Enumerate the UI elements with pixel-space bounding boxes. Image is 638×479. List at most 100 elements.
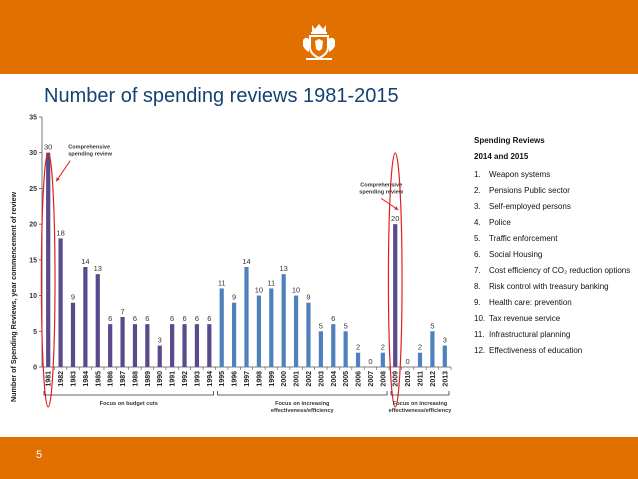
bar [194, 324, 200, 367]
legend-item-number: 2. [474, 186, 481, 195]
x-tick-label: 2002 [306, 371, 313, 387]
x-tick-label: 1995 [219, 371, 226, 387]
period-bracket [43, 391, 214, 396]
period-bracket [390, 391, 450, 396]
x-tick-label: 2006 [356, 371, 363, 387]
top-brand-bar [0, 0, 638, 74]
legend-item: 6. Social Housing [474, 247, 634, 263]
x-tick-label: 1996 [232, 371, 239, 387]
bar-value-label: 13 [94, 264, 102, 273]
x-tick-label: 2004 [331, 371, 338, 387]
bar [430, 331, 435, 367]
legend-item-text: Health care: prevention [489, 298, 572, 307]
bar [417, 352, 423, 367]
x-tick-label: 1984 [83, 371, 90, 387]
legend-heading: Spending Reviews [474, 136, 545, 145]
legend-item-number: 10. [474, 314, 486, 323]
period-label: effectiveness/efficiency [271, 408, 335, 414]
period-label: Focus on increasing [393, 401, 448, 407]
legend-item-number: 11. [474, 330, 485, 339]
y-tick-label: 30 [29, 150, 37, 157]
x-tick-label: 1982 [58, 371, 65, 387]
bar-value-label: 3 [158, 336, 162, 345]
legend-list: 1. Weapon systems 2. Pensions Public sector… [474, 167, 634, 359]
y-tick-label: 20 [29, 222, 37, 229]
y-tick-label: 10 [29, 293, 37, 300]
legend-item-text: Risk control with treasury banking [489, 282, 609, 291]
period-label: Focus on budget cuts [100, 401, 158, 407]
x-tick-label: 2005 [343, 371, 350, 387]
comprehensive-review-annotation: Comprehensive [68, 145, 110, 151]
bar [132, 324, 138, 367]
x-tick-label: 2010 [405, 371, 412, 387]
bar [318, 331, 323, 367]
bar [343, 331, 348, 367]
x-tick-label: 1997 [244, 371, 251, 387]
bar-value-label: 2 [356, 343, 360, 352]
x-tick-label: 1981 [46, 371, 53, 387]
bar-value-label: 2 [418, 343, 422, 352]
x-tick-label: 1989 [145, 371, 152, 387]
legend-item-text: Weapon systems [489, 170, 551, 179]
bar [269, 288, 274, 367]
bar-value-label: 9 [232, 293, 236, 302]
bar-value-label: 30 [44, 143, 52, 152]
bar-value-label: 13 [280, 264, 288, 273]
spending-reviews-legend: Spending Reviews 2014 and 2015 1. Weapon … [474, 133, 634, 359]
legend-item-text: Social Housing [489, 250, 543, 259]
bar [83, 267, 88, 367]
annotation-arrowhead [394, 206, 399, 210]
legend-item-number: 4. [474, 218, 481, 227]
bar [380, 352, 385, 367]
bar-value-label: 6 [170, 314, 174, 323]
legend-item-number: 7. [474, 266, 481, 275]
bar-value-label: 0 [368, 357, 372, 366]
bar [70, 302, 76, 367]
x-tick-label: 1987 [120, 371, 127, 387]
legend-item-number: 9. [474, 298, 481, 307]
annotation-arrowhead [56, 177, 60, 182]
x-tick-label: 1986 [108, 371, 115, 387]
bar [182, 324, 187, 367]
bar [207, 324, 212, 367]
x-tick-label: 1999 [269, 371, 276, 387]
bar-value-label: 18 [56, 228, 64, 237]
x-tick-label: 2000 [281, 371, 288, 387]
bar [46, 152, 51, 367]
comprehensive-review-annotation: spending review [359, 189, 403, 195]
bar-value-label: 20 [391, 214, 399, 223]
bar [170, 324, 175, 367]
bar [120, 317, 125, 367]
bar [219, 288, 224, 367]
y-tick-label: 0 [33, 365, 37, 372]
legend-item: 3. Self-employed persons [474, 199, 634, 215]
y-axis-label: Number of Spending Reviews, year commenc… [9, 192, 18, 403]
legend-item: 11. Infrastructural planning [474, 327, 634, 343]
y-tick-label: 25 [29, 186, 37, 193]
bar [442, 345, 447, 367]
legend-item-text: Self-employed persons [489, 202, 571, 211]
bar-value-label: 9 [71, 293, 75, 302]
bar-value-label: 14 [81, 257, 89, 266]
period-label: effectiveness/efficiency [389, 408, 453, 414]
legend-item-text: Effectiveness of education [489, 346, 583, 355]
bar [293, 295, 299, 367]
bar-value-label: 10 [292, 286, 300, 295]
period-label: Focus on increasing [275, 401, 330, 407]
bar-value-label: 5 [344, 321, 348, 330]
x-tick-label: 1988 [132, 371, 139, 387]
bar-value-label: 5 [430, 321, 434, 330]
bar [355, 352, 361, 367]
bar [231, 302, 237, 367]
bar-value-label: 6 [195, 314, 199, 323]
x-tick-label: 1992 [182, 371, 189, 387]
legend-item: 8. Risk control with treasury banking [474, 279, 634, 295]
x-tick-label: 1990 [157, 371, 164, 387]
bar-value-label: 10 [255, 286, 263, 295]
slide-title: Number of spending reviews 1981-2015 [44, 85, 399, 107]
bar-value-label: 14 [242, 257, 250, 266]
bar [108, 324, 113, 367]
legend-item-number: 3. [474, 202, 481, 211]
bar [95, 274, 100, 367]
